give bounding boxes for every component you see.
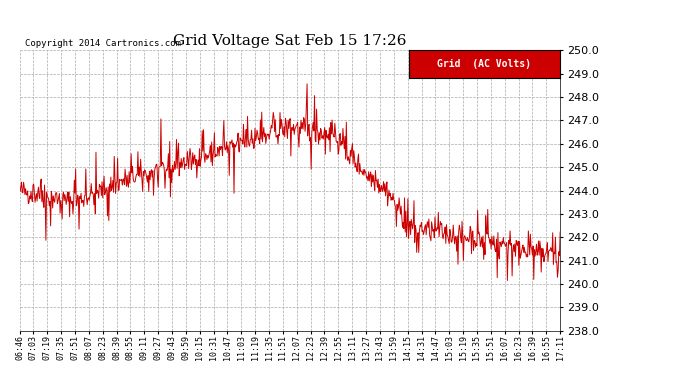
Text: Copyright 2014 Cartronics.com: Copyright 2014 Cartronics.com bbox=[25, 39, 181, 48]
Title: Grid Voltage Sat Feb 15 17:26: Grid Voltage Sat Feb 15 17:26 bbox=[173, 34, 406, 48]
